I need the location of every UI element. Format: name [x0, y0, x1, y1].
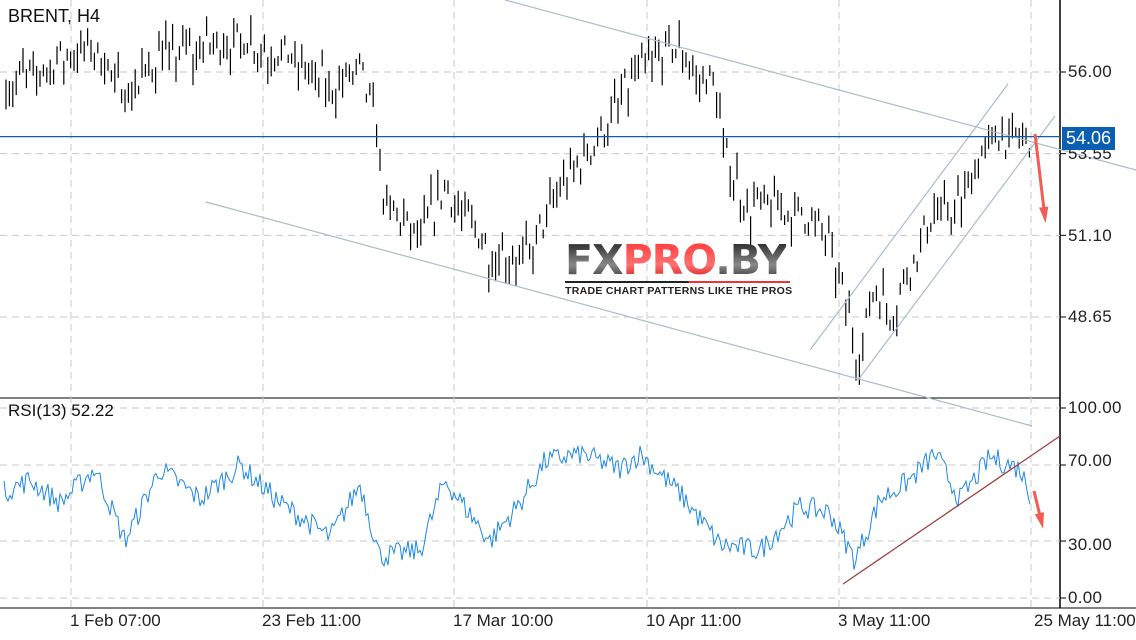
rsi-tick: 70.00 [1068, 451, 1113, 470]
down-arrow-icon [1033, 133, 1047, 219]
rsi-tick: 100.00 [1068, 398, 1122, 417]
rsi-down-arrow-icon-head [1034, 512, 1044, 529]
logo-tagline: TRADE CHART PATTERNS LIKE THE PROS [565, 285, 793, 297]
ascending-channel-upper [809, 83, 1009, 351]
rsi-line [3, 444, 1031, 570]
time-tick: 23 Feb 11:00 [262, 611, 361, 630]
time-tick: 17 Mar 10:00 [453, 611, 554, 630]
logo-text: .BY [715, 236, 787, 284]
rsi-tick: 0.00 [1068, 588, 1103, 607]
down-arrow-icon-head [1039, 206, 1049, 223]
logo-text: PRO [622, 236, 717, 284]
chart-title: BRENT, H4 [8, 6, 101, 26]
current-price-tag: 54.06 [1062, 127, 1116, 150]
rsi-tick: 30.00 [1068, 535, 1113, 554]
time-tick: 25 May 11:00 [1032, 611, 1136, 631]
logo-text: FX [565, 236, 624, 284]
channel-upper-line [504, 0, 1136, 171]
price-tick: 51.10 [1068, 226, 1113, 245]
price-tick: 56.00 [1068, 62, 1113, 81]
ascending-channel-lower [857, 115, 1056, 381]
rsi-title: RSI(13) 52.22 [8, 401, 114, 420]
time-tick: 10 Apr 11:00 [646, 611, 742, 630]
rsi-trend-line [842, 435, 1061, 585]
fxpro-watermark-logo: FXPRO.BY TRADE CHART PATTERNS LIKE THE P… [565, 240, 793, 297]
channel-lower-line [205, 201, 1033, 427]
time-tick: 3 May 11:00 [838, 611, 931, 630]
price-tick: 48.65 [1068, 307, 1113, 326]
time-tick: 1 Feb 07:00 [70, 611, 161, 630]
